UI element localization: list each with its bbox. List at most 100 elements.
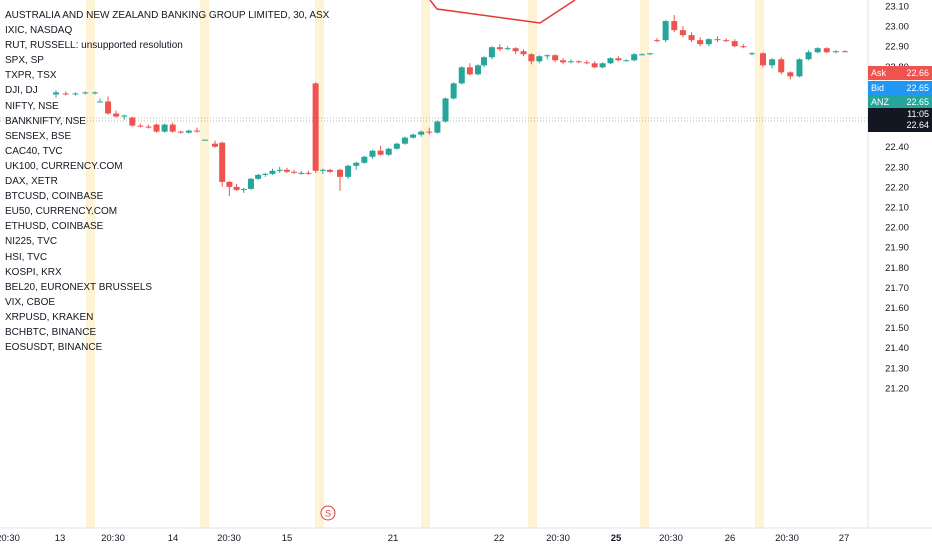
candle-body: [291, 171, 298, 173]
candle-body: [121, 115, 128, 117]
overlay-symbol[interactable]: HSI, TVC: [5, 251, 48, 263]
price-tick-label: 21.50: [885, 323, 909, 334]
candle-body: [337, 169, 343, 177]
candle-body: [212, 143, 218, 147]
candle: [240, 187, 247, 193]
candle-body: [760, 53, 766, 66]
candle-body: [434, 121, 441, 133]
overlay-symbol[interactable]: VIX, CBOE: [5, 296, 56, 308]
session-band: [86, 0, 95, 528]
overlay-symbol[interactable]: KOSPI, KRX: [5, 266, 62, 278]
candle-body: [639, 54, 646, 56]
candle-body: [544, 55, 551, 57]
session-band: [200, 0, 209, 528]
overlay-symbol[interactable]: BCHBTC, BINANCE: [5, 326, 97, 338]
time-tick-label: 26: [725, 533, 736, 544]
candle: [536, 55, 543, 64]
candle: [361, 155, 368, 164]
candle: [226, 180, 233, 196]
candle-body: [345, 165, 352, 177]
candle-body: [679, 30, 686, 36]
price-tick-label: 21.20: [885, 383, 909, 394]
price-tick-label: 22.20: [885, 182, 909, 193]
overlay-symbol[interactable]: DAX, XETR: [5, 176, 58, 188]
last-price-tag: 11:05 22.64: [868, 108, 932, 132]
candle-body: [442, 98, 449, 122]
candle-body: [161, 124, 168, 132]
candle-body: [575, 61, 582, 63]
time-tick-label: 20:30: [775, 533, 799, 544]
candle-body: [401, 137, 408, 144]
candle: [488, 46, 495, 60]
candle-body: [62, 93, 69, 95]
overlay-symbol[interactable]: BTCUSD, COINBASE: [5, 191, 104, 203]
candle: [723, 38, 730, 43]
candle-body: [113, 113, 120, 117]
candle: [496, 44, 503, 52]
overlay-symbol[interactable]: XRPUSD, KRAKEN: [5, 311, 94, 323]
trend-line-drawing[interactable]: [429, 0, 576, 24]
price-tick-label: 23.10: [885, 2, 909, 13]
chart-title[interactable]: AUSTRALIA AND NEW ZEALAND BANKING GROUP …: [5, 10, 330, 21]
overlay-symbol[interactable]: UK100, CURRENCY.COM: [5, 160, 123, 172]
overlay-symbol[interactable]: DJI, DJ: [5, 85, 38, 97]
candle: [466, 63, 473, 76]
overlay-symbol[interactable]: NI225, TVC: [5, 236, 58, 248]
candles: [53, 15, 848, 196]
candle: [185, 129, 192, 134]
candle: [615, 56, 622, 62]
candle-body: [631, 54, 638, 61]
anz-price-tag: ANZ 22.65: [868, 95, 932, 109]
candle: [528, 53, 535, 65]
candle: [219, 141, 226, 187]
candle: [255, 173, 262, 180]
price-tick-label: 22.40: [885, 142, 909, 153]
candle-body: [731, 41, 738, 47]
candle: [778, 57, 785, 75]
candle-body: [723, 40, 730, 42]
overlay-symbol[interactable]: SPX, SP: [5, 55, 44, 67]
candle-body: [129, 117, 136, 126]
overlay-symbol[interactable]: BANKNIFTY, NSE: [5, 115, 86, 127]
overlay-symbol[interactable]: EU50, CURRENCY.COM: [5, 206, 118, 218]
dividend-marker[interactable]: S: [320, 505, 336, 521]
candle: [212, 140, 218, 148]
candle-body: [823, 48, 830, 53]
candle: [639, 53, 646, 56]
candle-body: [72, 93, 79, 95]
candle-body: [662, 21, 669, 41]
price-tick-label: 23.00: [885, 22, 909, 33]
overlay-symbol[interactable]: RUT, RUSSELL: unsupported resolution: [5, 40, 183, 52]
candle: [283, 167, 290, 173]
overlay-symbol[interactable]: ETHUSD, COINBASE: [5, 221, 104, 233]
candle-body: [714, 39, 721, 41]
candle: [647, 53, 653, 56]
candle-body: [177, 131, 184, 133]
candle-body: [504, 48, 511, 50]
overlay-symbol[interactable]: IXIC, NASDAQ: [5, 25, 73, 37]
candle: [369, 149, 376, 159]
time-axis[interactable]: 20:30 13 20:30 14 20:30 15 21 22 20:30 25 20:30 26 2…: [0, 527, 932, 544]
overlay-symbol[interactable]: NIFTY, NSE: [5, 100, 59, 112]
candle: [749, 52, 755, 56]
candle-body: [688, 35, 695, 41]
candle: [697, 37, 704, 47]
candle-body: [607, 58, 614, 64]
candle-body: [778, 59, 785, 73]
candle: [129, 116, 136, 127]
candle-body: [410, 134, 417, 138]
candle: [426, 127, 433, 135]
candle: [631, 53, 638, 62]
bid-label: Bid: [871, 83, 885, 93]
overlay-symbol[interactable]: SENSEX, BSE: [5, 130, 72, 142]
overlay-symbol[interactable]: CAC40, TVC: [5, 145, 63, 157]
candle: [688, 32, 695, 43]
candle-body: [137, 125, 144, 127]
overlay-symbol[interactable]: BEL20, EURONEXT BRUSSELS: [5, 281, 153, 293]
candle: [145, 124, 152, 129]
overlay-symbol[interactable]: EOSUSDT, BINANCE: [5, 342, 103, 354]
candle-body: [832, 51, 839, 53]
overlay-symbol[interactable]: TXPR, TSX: [5, 70, 57, 82]
candle: [832, 50, 839, 54]
time-tick-label: 14: [168, 533, 179, 544]
